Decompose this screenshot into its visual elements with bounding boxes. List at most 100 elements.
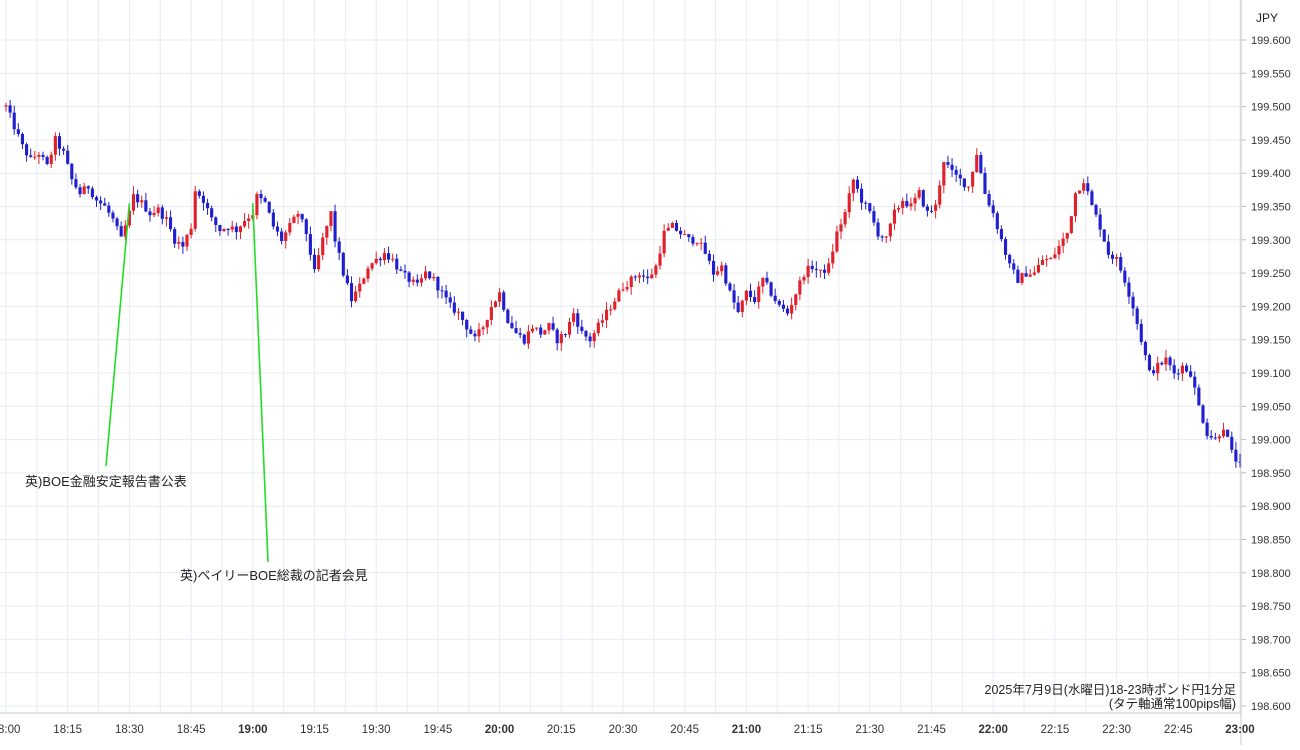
currency-label: JPY [1256, 11, 1278, 25]
candle-body [238, 226, 243, 233]
candle-body [966, 186, 971, 188]
candle-body [1012, 263, 1016, 270]
candle-body [1172, 365, 1176, 374]
candle-body [1201, 405, 1205, 423]
candle-body [530, 328, 535, 332]
candle-body [999, 229, 1003, 240]
candle-body [711, 260, 716, 275]
candle-body [950, 164, 954, 170]
candle-body [436, 276, 440, 291]
y-tick-label: 198.650 [1251, 668, 1291, 680]
candle-body [66, 150, 70, 164]
x-tick-label: 20:15 [547, 724, 576, 736]
candle-body [1238, 461, 1242, 463]
candle-body [1217, 436, 1221, 439]
candle-body [695, 243, 699, 245]
x-tick-label: 21:45 [917, 724, 946, 736]
candle-body [543, 330, 547, 335]
candle-body [33, 156, 37, 158]
candle-body [1168, 357, 1172, 366]
candle-body [103, 203, 107, 206]
x-tick-label: 19:00 [238, 724, 267, 736]
candle-body [1016, 269, 1020, 283]
candle-body [1193, 376, 1197, 388]
candle-body [267, 201, 271, 213]
candle-body [855, 179, 860, 189]
x-tick-label: 22:30 [1102, 724, 1131, 736]
candle-body [572, 313, 576, 322]
candle-body [716, 271, 720, 275]
x-tick-label: 18:00 [0, 724, 20, 736]
candle-body [312, 254, 317, 270]
candle-body [185, 235, 189, 247]
candle-body [448, 297, 452, 303]
candle-body [74, 179, 78, 188]
candle-body [1234, 449, 1238, 462]
candle-body [304, 219, 308, 235]
candle-body [197, 191, 201, 196]
y-tick-label: 199.300 [1251, 235, 1291, 247]
candle-body [1086, 183, 1090, 192]
candle-body [753, 297, 757, 302]
candle-body [41, 154, 45, 157]
candle-body [502, 292, 506, 310]
y-tick-label: 199.350 [1251, 202, 1291, 214]
x-tick-label: 21:00 [732, 724, 761, 736]
candle-body [168, 217, 173, 230]
candle-body [831, 251, 835, 264]
candle-body [703, 242, 707, 254]
candle-body [555, 329, 559, 344]
candle-body [86, 186, 90, 189]
candle-body [341, 252, 345, 276]
candle-body [1131, 296, 1135, 309]
candles [4, 99, 1242, 468]
candle-body [391, 258, 395, 260]
candle-body [226, 229, 230, 231]
candle-body [897, 207, 901, 210]
candle-body [57, 136, 62, 149]
candle-body [370, 263, 374, 269]
candle-body [860, 188, 864, 203]
candle-body [1110, 254, 1115, 259]
candle-body [506, 309, 510, 323]
candle-body [991, 205, 995, 214]
candle-body [349, 283, 354, 302]
candle-body [403, 270, 407, 273]
candle-body [419, 278, 424, 283]
candle-body [255, 193, 259, 216]
y-tick-label: 198.750 [1251, 601, 1291, 613]
candle-body [748, 290, 753, 298]
candle-body [452, 302, 456, 313]
candle-body [37, 154, 41, 157]
candle-body [761, 277, 765, 287]
x-tick-label: 18:30 [115, 724, 144, 736]
y-tick-label: 199.500 [1251, 102, 1291, 114]
candle-body [317, 255, 321, 270]
candle-body [280, 231, 284, 242]
candle-body [1176, 373, 1180, 375]
candle-body [90, 188, 94, 198]
candle-body [1139, 323, 1143, 343]
y-tick-label: 198.800 [1251, 568, 1291, 580]
candle-body [909, 203, 913, 207]
y-tick-label: 199.450 [1251, 135, 1291, 147]
candle-body [127, 210, 131, 226]
y-tick-label: 198.900 [1251, 501, 1291, 513]
candle-body [119, 226, 123, 237]
candle-body [514, 328, 518, 334]
candle-body [629, 276, 633, 288]
axes: JPY [0, 0, 1278, 745]
candle-body [925, 206, 929, 211]
candle-body [1032, 272, 1036, 275]
candle-body [4, 105, 8, 107]
candle-body [604, 309, 609, 321]
candle-body [892, 209, 897, 224]
candle-body [868, 203, 872, 212]
y-tick-label: 199.200 [1251, 301, 1291, 313]
candle-body [1053, 254, 1057, 258]
candle-body [839, 224, 843, 232]
candle-body [29, 155, 33, 157]
candle-body [473, 333, 477, 337]
candle-body [642, 275, 646, 277]
